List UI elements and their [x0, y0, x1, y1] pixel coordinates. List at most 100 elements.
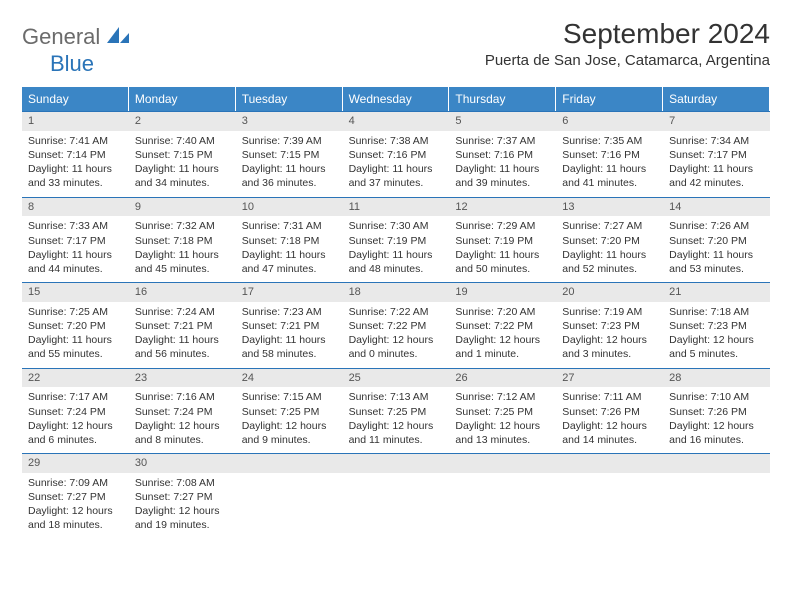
calendar-cell: 19Sunrise: 7:20 AMSunset: 7:22 PMDayligh…	[449, 282, 556, 368]
day-number-empty	[663, 454, 770, 473]
sunset-line: Sunset: 7:16 PM	[349, 148, 444, 162]
sunset-line: Sunset: 7:25 PM	[242, 405, 337, 419]
day-number: 5	[449, 112, 556, 131]
daylight-line: Daylight: 11 hours and 41 minutes.	[562, 162, 657, 190]
sunrise-line: Sunrise: 7:15 AM	[242, 390, 337, 404]
cell-body: Sunrise: 7:32 AMSunset: 7:18 PMDaylight:…	[129, 216, 236, 282]
calendar-cell: 30Sunrise: 7:08 AMSunset: 7:27 PMDayligh…	[129, 453, 236, 539]
sunset-line: Sunset: 7:21 PM	[242, 319, 337, 333]
cell-body: Sunrise: 7:34 AMSunset: 7:17 PMDaylight:…	[663, 131, 770, 197]
day-number: 28	[663, 369, 770, 388]
calendar-cell: 5Sunrise: 7:37 AMSunset: 7:16 PMDaylight…	[449, 111, 556, 197]
calendar-cell: 4Sunrise: 7:38 AMSunset: 7:16 PMDaylight…	[343, 111, 450, 197]
calendar-cell: 24 Sunrise: 7:15 AMSunset: 7:25 PMDayligh…	[236, 368, 343, 454]
sunset-line: Sunset: 7:21 PM	[135, 319, 230, 333]
day-number: 4	[343, 112, 450, 131]
calendar-cell: 23Sunrise: 7:16 AMSunset: 7:24 PMDayligh…	[129, 368, 236, 454]
sunrise-line: Sunrise: 7:23 AM	[242, 305, 337, 319]
sunrise-line: Sunrise: 7:19 AM	[562, 305, 657, 319]
calendar-cell-empty	[663, 453, 770, 539]
daylight-line: Daylight: 12 hours and 18 minutes.	[28, 504, 123, 532]
sunset-line: Sunset: 7:17 PM	[669, 148, 764, 162]
sunrise-line: Sunrise: 7:34 AM	[669, 134, 764, 148]
cell-body: Sunrise: 7:26 AMSunset: 7:20 PMDaylight:…	[663, 216, 770, 282]
daylight-line: Daylight: 12 hours and 6 minutes.	[28, 419, 123, 447]
sunrise-line: Sunrise: 7:08 AM	[135, 476, 230, 490]
day-number-empty	[556, 454, 663, 473]
cell-body: Sunrise: 7:20 AMSunset: 7:22 PMDaylight:…	[449, 302, 556, 368]
sunrise-line: Sunrise: 7:16 AM	[135, 390, 230, 404]
sunrise-line: Sunrise: 7:26 AM	[669, 219, 764, 233]
day-number: 26	[449, 369, 556, 388]
cell-body: Sunrise: 7:38 AMSunset: 7:16 PMDaylight:…	[343, 131, 450, 197]
location: Puerta de San Jose, Catamarca, Argentina	[485, 52, 770, 69]
sunset-line: Sunset: 7:22 PM	[455, 319, 550, 333]
sunrise-line: Sunrise: 7:37 AM	[455, 134, 550, 148]
sunset-line: Sunset: 7:18 PM	[135, 234, 230, 248]
sunset-line: Sunset: 7:24 PM	[135, 405, 230, 419]
calendar-cell: 8Sunrise: 7:33 AMSunset: 7:17 PMDaylight…	[22, 197, 129, 283]
day-number: 23	[129, 369, 236, 388]
sunrise-line: Sunrise: 7:33 AM	[28, 219, 123, 233]
cell-body: Sunrise: 7:09 AMSunset: 7:27 PMDaylight:…	[22, 473, 129, 539]
day-number: 29	[22, 454, 129, 473]
daylight-line: Daylight: 12 hours and 9 minutes.	[242, 419, 337, 447]
logo-text-blue: Blue	[50, 51, 94, 77]
calendar-cell: 22Sunrise: 7:17 AMSunset: 7:24 PMDayligh…	[22, 368, 129, 454]
dow-header: Saturday	[663, 87, 770, 111]
sunrise-line: Sunrise: 7:12 AM	[455, 390, 550, 404]
logo: General	[22, 24, 133, 50]
daylight-line: Daylight: 12 hours and 19 minutes.	[135, 504, 230, 532]
daylight-line: Daylight: 11 hours and 58 minutes.	[242, 333, 337, 361]
sunrise-line: Sunrise: 7:24 AM	[135, 305, 230, 319]
cell-body: Sunrise: 7:11 AMSunset: 7:26 PMDaylight:…	[556, 387, 663, 453]
cell-body: Sunrise: 7:22 AMSunset: 7:22 PMDaylight:…	[343, 302, 450, 368]
calendar-cell: 13Sunrise: 7:27 AMSunset: 7:20 PMDayligh…	[556, 197, 663, 283]
day-number: 25	[343, 369, 450, 388]
daylight-line: Daylight: 12 hours and 3 minutes.	[562, 333, 657, 361]
calendar-cell: 10Sunrise: 7:31 AMSunset: 7:18 PMDayligh…	[236, 197, 343, 283]
day-number: 27	[556, 369, 663, 388]
sunrise-line: Sunrise: 7:27 AM	[562, 219, 657, 233]
calendar-cell: 29Sunrise: 7:09 AMSunset: 7:27 PMDayligh…	[22, 453, 129, 539]
sunrise-line: Sunrise: 7:20 AM	[455, 305, 550, 319]
calendar-cell: 6Sunrise: 7:35 AMSunset: 7:16 PMDaylight…	[556, 111, 663, 197]
daylight-line: Daylight: 11 hours and 50 minutes.	[455, 248, 550, 276]
cell-body: Sunrise: 7:17 AMSunset: 7:24 PMDaylight:…	[22, 387, 129, 453]
sunset-line: Sunset: 7:26 PM	[669, 405, 764, 419]
calendar-cell: 25Sunrise: 7:13 AMSunset: 7:25 PMDayligh…	[343, 368, 450, 454]
calendar-cell-empty	[343, 453, 450, 539]
cell-body: Sunrise: 7:08 AMSunset: 7:27 PMDaylight:…	[129, 473, 236, 539]
daylight-line: Daylight: 11 hours and 34 minutes.	[135, 162, 230, 190]
day-number: 24	[236, 369, 343, 388]
dow-header: Sunday	[22, 87, 129, 111]
cell-body: Sunrise: 7:40 AMSunset: 7:15 PMDaylight:…	[129, 131, 236, 197]
calendar-cell: 11Sunrise: 7:30 AMSunset: 7:19 PMDayligh…	[343, 197, 450, 283]
sunset-line: Sunset: 7:25 PM	[349, 405, 444, 419]
day-number: 20	[556, 283, 663, 302]
sunset-line: Sunset: 7:14 PM	[28, 148, 123, 162]
daylight-line: Daylight: 11 hours and 33 minutes.	[28, 162, 123, 190]
cell-body: Sunrise: 7:33 AMSunset: 7:17 PMDaylight:…	[22, 216, 129, 282]
day-number: 16	[129, 283, 236, 302]
cell-body: Sunrise: 7:13 AMSunset: 7:25 PMDaylight:…	[343, 387, 450, 453]
logo-sail-icon	[105, 25, 131, 50]
calendar-cell-empty	[236, 453, 343, 539]
sunset-line: Sunset: 7:24 PM	[28, 405, 123, 419]
calendar-cell: 7Sunrise: 7:34 AMSunset: 7:17 PMDaylight…	[663, 111, 770, 197]
sunrise-line: Sunrise: 7:40 AM	[135, 134, 230, 148]
sunset-line: Sunset: 7:15 PM	[135, 148, 230, 162]
dow-header: Thursday	[449, 87, 556, 111]
sunrise-line: Sunrise: 7:39 AM	[242, 134, 337, 148]
calendar-cell-empty	[449, 453, 556, 539]
sunrise-line: Sunrise: 7:11 AM	[562, 390, 657, 404]
day-number: 7	[663, 112, 770, 131]
cell-body: Sunrise: 7:24 AMSunset: 7:21 PMDaylight:…	[129, 302, 236, 368]
dow-header: Tuesday	[236, 87, 343, 111]
calendar-grid: SundayMondayTuesdayWednesdayThursdayFrid…	[22, 87, 770, 539]
day-number: 15	[22, 283, 129, 302]
day-number: 9	[129, 198, 236, 217]
calendar-cell: 15Sunrise: 7:25 AMSunset: 7:20 PMDayligh…	[22, 282, 129, 368]
cell-body: Sunrise: 7:19 AMSunset: 7:23 PMDaylight:…	[556, 302, 663, 368]
sunrise-line: Sunrise: 7:30 AM	[349, 219, 444, 233]
